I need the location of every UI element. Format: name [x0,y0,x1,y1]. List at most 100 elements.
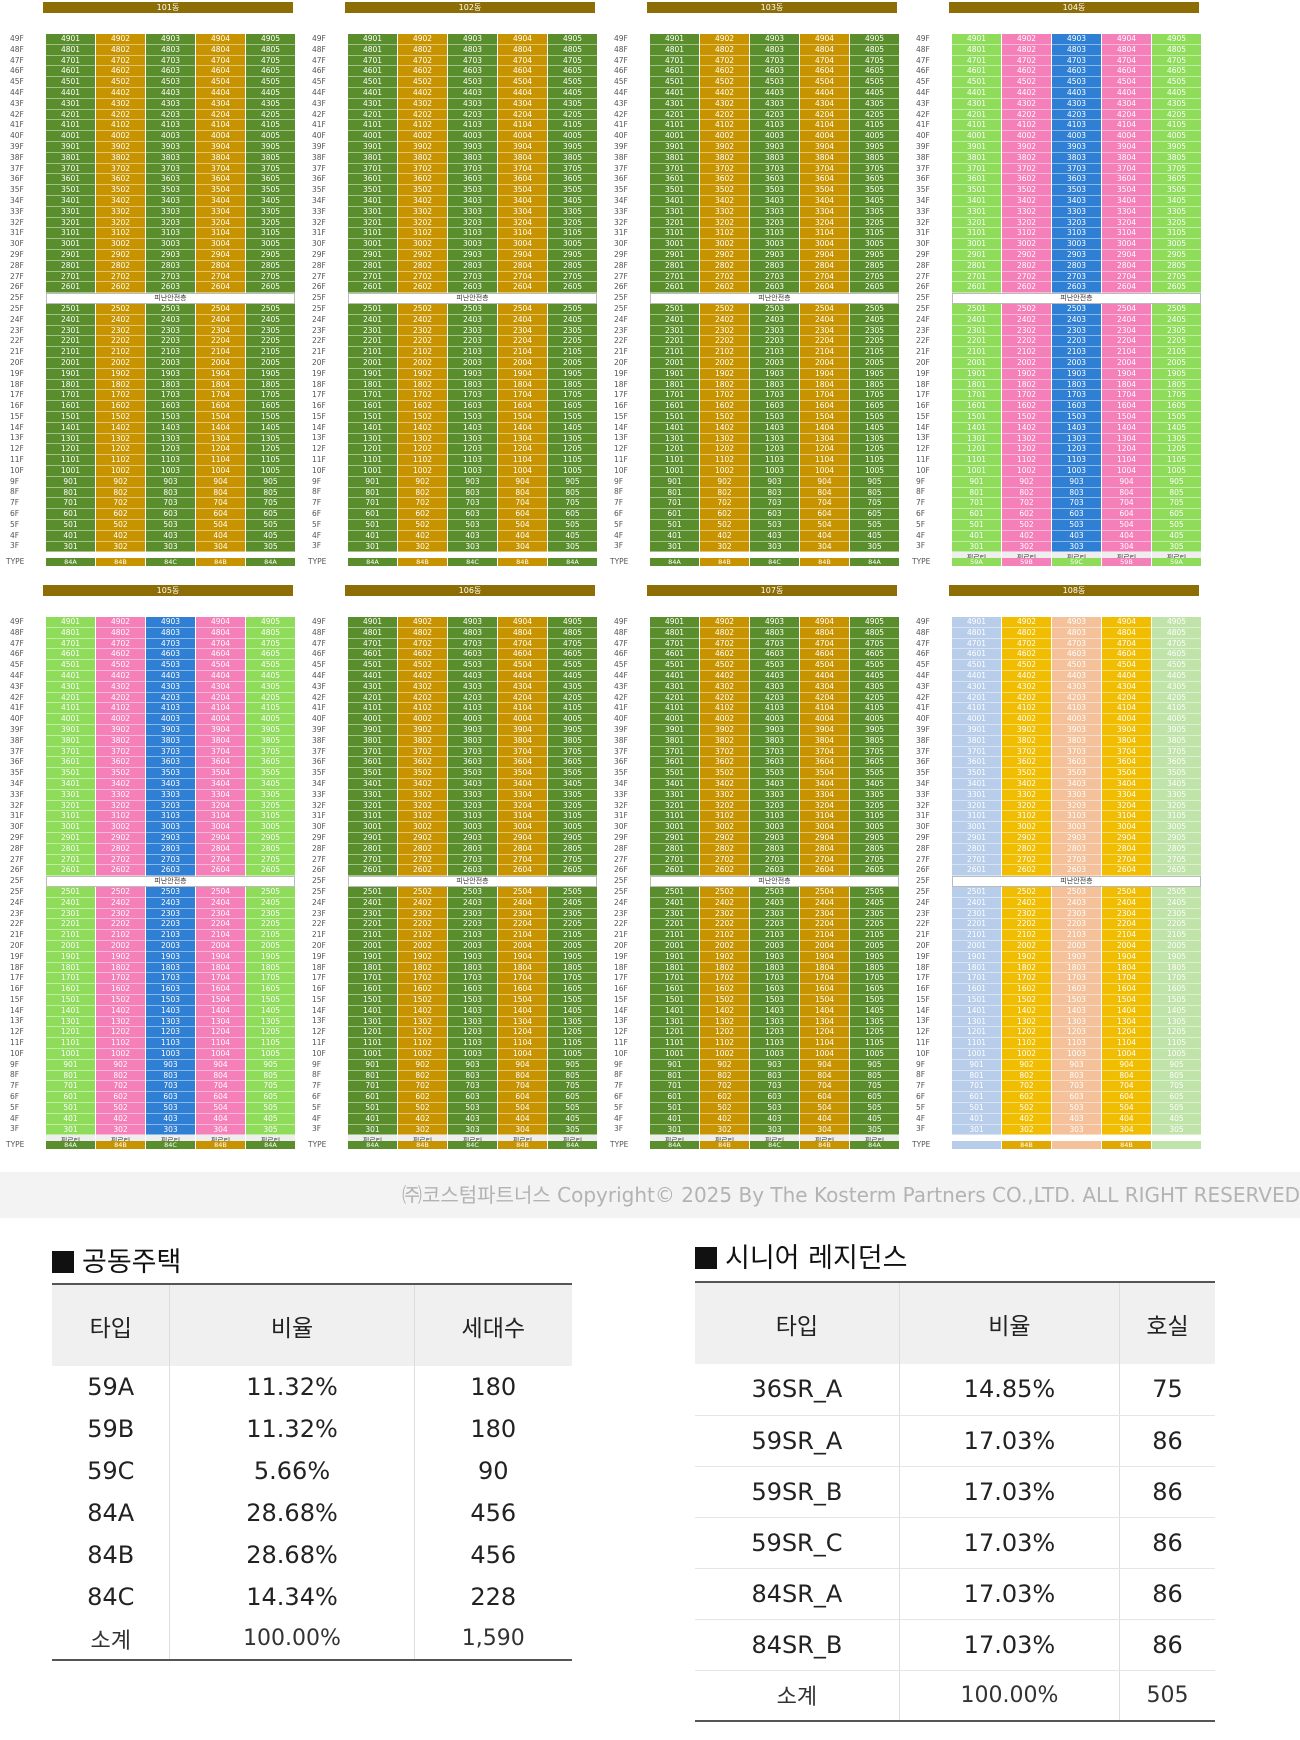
refuge-floor-band: 피난안전층 [952,876,1201,888]
unit-cell: 4802 [1002,627,1051,639]
floor-label: 14F [916,422,930,432]
unit-cell: 2005 [548,358,597,369]
unit-cell: 1902 [1002,368,1051,380]
unit-cell: 2102 [700,347,749,358]
unit-cell: 2703 [750,271,799,283]
unit-cell: 3102 [700,228,749,240]
unit-cell: 4105 [246,703,295,715]
floor-label: 15F [10,411,24,421]
unit-cell: 405 [246,1113,295,1125]
unit-cell: 4201 [46,109,95,121]
unit-cell: 4504 [498,660,547,671]
unit-cell: 3802 [700,152,749,164]
unit-cell: 3904 [196,725,245,736]
floor-label: 49F [614,617,628,626]
unit-cell: 1401 [46,1005,95,1017]
floor-label: 28F [614,260,628,270]
unit-cell: 4303 [146,681,195,693]
unit-cell: 1102 [96,1038,145,1049]
unit-cell: 4502 [700,77,749,88]
unit-cell: 1304 [1102,1016,1151,1028]
unit-cell: 2102 [96,347,145,358]
unit-cell: 1101 [46,1038,95,1049]
unit-cell: 505 [1152,1103,1201,1114]
unit-cell: 4004 [196,131,245,142]
unit-cell: 1904 [1102,951,1151,963]
table-cell: 84A [87,1499,135,1527]
unit-cell: 301 [348,541,397,553]
unit-cell: 3204 [196,217,245,229]
unit-cell: 1203 [448,444,497,456]
unit-cell: 1502 [96,995,145,1006]
unit-cell: 2404 [1102,897,1151,909]
floor-label: 40F [614,131,628,141]
unit-cell: 3805 [850,152,899,164]
floor-label: 38F [916,735,930,745]
floor-label: 22F [916,919,930,929]
unit-cell: 903 [1052,476,1101,488]
unit-cell: 2103 [448,347,497,358]
floor-label: 3F [916,1124,926,1134]
unit-cell: 3404 [800,196,849,207]
unit-cell: 2003 [448,358,497,369]
unit-cell: 2805 [850,260,899,272]
unit-cell: 4102 [398,703,447,715]
unit-cell: 1901 [348,368,397,380]
unit-cell: 601 [952,1092,1001,1103]
unit-cell: 4001 [650,131,699,142]
unit-cell: 1303 [750,1016,799,1028]
unit-cell: 4804 [196,44,245,56]
table-cell: 59SR_C [695,1517,900,1569]
unit-cell: 1905 [246,368,295,380]
type-badge: 84A [650,1141,699,1149]
unit-cell: 401 [952,1113,1001,1125]
unit-cell: 2105 [548,930,597,941]
unit-cell: 1503 [1052,995,1101,1006]
unit-cell: 2005 [850,941,899,952]
unit-cell: 4301 [46,98,95,110]
floor-label: 46F [916,66,930,76]
unit-cell: 2803 [1052,260,1101,272]
unit-cell: 1305 [850,433,899,445]
unit-cell: 3801 [650,735,699,747]
unit-cell: 903 [448,476,497,488]
unit-cell: 403 [1052,1113,1101,1125]
unit-cell: 2005 [1152,358,1201,369]
floor-label: 26F [312,865,326,875]
unit-cell: 1902 [700,951,749,963]
unit-cell: 1504 [1102,412,1151,423]
unit-cell: 3203 [146,800,195,812]
unit-cell: 702 [398,1081,447,1093]
floor-label: 19F [614,951,628,961]
floor-label: 21F [312,930,326,940]
unit-cell: 4205 [1152,692,1201,704]
unit-cell: 504 [196,520,245,531]
unit-cell: 3705 [1152,163,1201,175]
unit-cell: 1701 [650,390,699,402]
unit-cell: 2804 [800,260,849,272]
housing-type-table: 타입 비율 세대수 59A 11.32% 180 59B 11.32% 180 59C 5.66% 9… [52,1283,572,1661]
unit-cell: 4602 [96,66,145,78]
unit-cell: 1102 [1002,1038,1051,1049]
unit-cell: 4203 [750,692,799,704]
unit-cell: 605 [246,1092,295,1103]
floor-label: 16F [614,984,628,994]
floor-label: 25F [614,886,628,896]
type-badge: 59A [1152,558,1201,566]
unit-cell: 602 [1002,509,1051,520]
unit-cell: 4702 [96,55,145,67]
unit-cell: 3203 [448,217,497,229]
unit-cell: 3104 [1102,811,1151,823]
unit-cell: 3403 [750,779,799,790]
unit-cell: 4901 [650,617,699,628]
floor-label: 14F [614,422,628,432]
table-row: 84C 14.34% 228 [52,1576,572,1618]
floor-label: 24F [614,314,628,324]
unit-cell: 4302 [96,98,145,110]
unit-cell: 3905 [850,725,899,736]
unit-cell: 3504 [196,768,245,779]
unit-cell: 1605 [548,401,597,412]
unit-cell: 1103 [750,1038,799,1049]
unit-cell: 4603 [1052,66,1101,78]
unit-cell: 4202 [700,692,749,704]
